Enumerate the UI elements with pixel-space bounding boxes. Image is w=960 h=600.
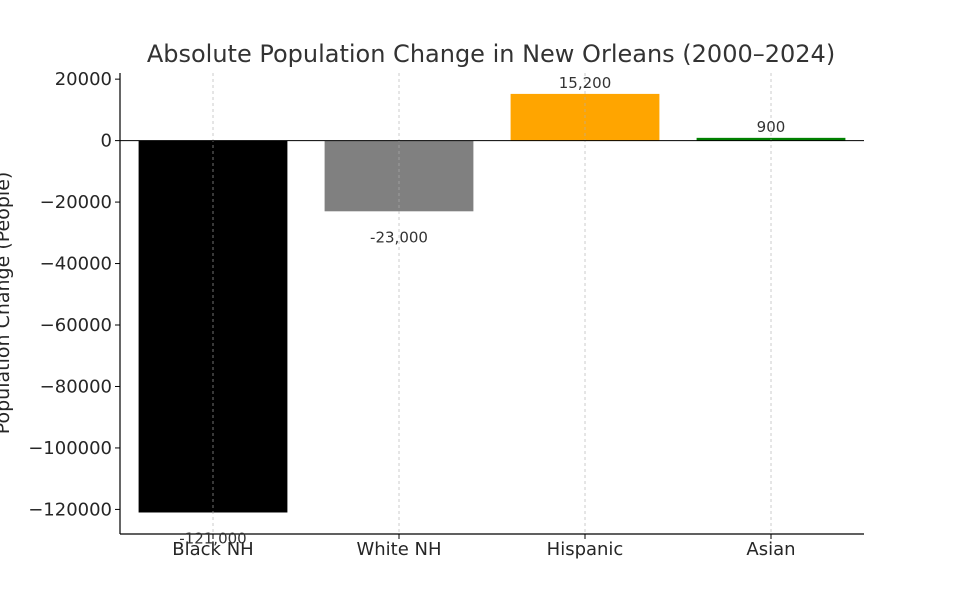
data-label: -23,000: [370, 228, 428, 246]
y-tick-label: −100000: [28, 438, 112, 459]
y-tick-label: −20000: [40, 192, 112, 213]
x-tick-label: Hispanic: [547, 539, 624, 560]
grid-overlay: [212, 73, 772, 534]
bars-layer: [138, 93, 846, 513]
x-tick-label: Black NH: [172, 539, 253, 560]
y-tick-label: 0: [101, 131, 112, 152]
data-label: -121,000: [179, 529, 246, 547]
y-tick-label: −80000: [40, 376, 112, 397]
axes-layer: 20000 0 −20000 −40000 −60000 −80000 −100000 −12…: [28, 69, 864, 560]
data-label: 900: [757, 118, 786, 136]
y-axis-label: Population Change (People): [0, 172, 14, 435]
chart-title: Absolute Population Change in New Orlean…: [147, 40, 835, 68]
y-tick-label: −60000: [40, 315, 112, 336]
labels-layer: -121,000 -23,000 15,200 900: [179, 74, 785, 548]
y-tick-label: 20000: [55, 69, 112, 90]
x-tick-label: White NH: [356, 539, 441, 560]
x-tick-label: Asian: [746, 539, 795, 560]
data-label: 15,200: [559, 74, 612, 92]
y-tick-label: −40000: [40, 254, 112, 275]
y-tick-label: −120000: [28, 499, 112, 520]
